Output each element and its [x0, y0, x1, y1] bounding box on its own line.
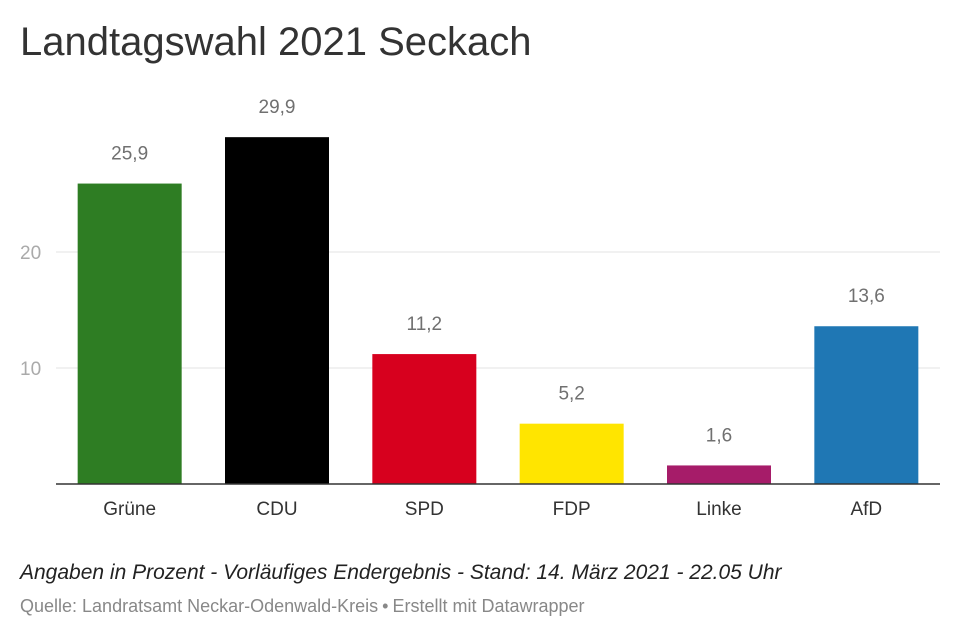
source-separator: •	[382, 596, 389, 616]
source-label: Quelle: Landratsamt Neckar-Odenwald-Krei…	[20, 596, 379, 616]
data-label: 1,6	[706, 425, 732, 446]
y-tick-label: 20	[20, 243, 41, 264]
bar	[814, 326, 919, 484]
data-label: 5,2	[558, 384, 584, 405]
bar-chart: 10 20 25,9 Grüne 29,9 CDU 11,2 SPD 5,2 FDP 1,6 Link…	[20, 97, 940, 520]
datawrapper-credit[interactable]: Erstellt mit Datawrapper	[392, 596, 585, 616]
source-line: Quelle: Landratsamt Neckar-Odenwald-Krei…	[20, 596, 585, 617]
x-tick-label: SPD	[405, 499, 444, 520]
data-label: 29,9	[259, 97, 296, 118]
x-tick-label: FDP	[553, 499, 591, 520]
x-tick-label: CDU	[256, 499, 297, 520]
bar	[77, 183, 182, 484]
bar	[519, 423, 624, 484]
bar	[667, 465, 771, 484]
y-tick-label: 10	[20, 359, 41, 380]
chart-notes: Angaben in Prozent - Vorläufiges Enderge…	[20, 561, 782, 584]
data-label: 25,9	[111, 144, 148, 165]
data-label: 11,2	[407, 314, 443, 335]
data-label: 13,6	[848, 286, 885, 307]
bar	[372, 354, 477, 484]
chart-title: Landtagswahl 2021 Seckach	[20, 20, 532, 64]
x-tick-label: Grüne	[103, 499, 156, 520]
bar	[225, 137, 329, 484]
x-tick-label: Linke	[696, 499, 741, 520]
x-tick-label: AfD	[850, 499, 882, 520]
